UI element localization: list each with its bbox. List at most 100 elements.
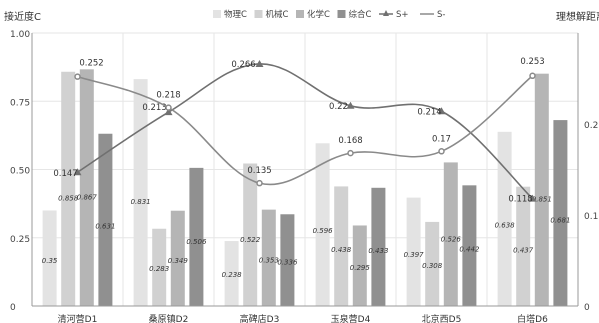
legend-label: 综合C <box>349 9 372 20</box>
line-value-label: 0.22 <box>329 102 348 112</box>
bar-value-label: 0.858 <box>58 195 79 203</box>
bar-value-label: 0.397 <box>404 251 425 259</box>
bar <box>280 214 295 306</box>
bar <box>79 69 94 307</box>
bar <box>534 73 549 306</box>
bar <box>98 133 113 306</box>
bar <box>189 167 204 306</box>
bar <box>516 186 531 306</box>
bar-value-label: 0.596 <box>313 227 334 235</box>
y-right-tick-label: 0 <box>584 303 590 313</box>
legend-label: 机械C <box>266 9 289 20</box>
bar <box>443 162 458 306</box>
bar-value-label: 0.308 <box>422 262 443 270</box>
legend-swatch <box>296 10 304 18</box>
bar <box>425 221 440 306</box>
bar-value-label: 0.506 <box>186 238 207 246</box>
line-value-label: 0.135 <box>247 166 271 176</box>
bar <box>406 197 421 306</box>
x-tick-label: 高碑店D3 <box>240 313 280 323</box>
line-value-label: 0.266 <box>231 60 255 70</box>
bar <box>553 120 568 306</box>
x-tick-label: 桑原镇D2 <box>149 313 189 323</box>
legend-label: S- <box>437 10 445 20</box>
bar-series <box>42 69 568 307</box>
bar-value-label: 0.336 <box>277 259 298 267</box>
line-value-label: 0.118 <box>508 195 532 205</box>
x-tick-label: 北京西D5 <box>422 313 462 323</box>
bar-value-label: 0.851 <box>532 195 552 203</box>
line-series-path <box>77 63 534 200</box>
y-right-axis-label: 理想解距离S <box>556 10 599 23</box>
x-tick-label: 玉泉营D4 <box>331 313 371 323</box>
line-point-circle <box>165 104 172 111</box>
legend: 物理C 机械C 化学C 综合C S+ S- <box>213 9 445 20</box>
y-left-tick-label: 1.00 <box>10 30 30 40</box>
bar <box>42 210 57 306</box>
line-point-triangle <box>255 59 264 67</box>
bar-value-label: 0.353 <box>259 257 279 265</box>
x-tick-label: 清河营D1 <box>58 313 98 323</box>
line-point-triangle <box>528 194 537 202</box>
bar <box>224 241 239 306</box>
grid-lines <box>31 32 579 306</box>
line-point-circle <box>256 179 263 187</box>
line-value-label: 0.253 <box>520 57 544 67</box>
y-right-tick-label: 0.10 <box>584 212 599 222</box>
bar-value-labels: 0.350.8310.2380.5960.3970.6380.8580.2830… <box>42 193 571 278</box>
bar-value-label: 0.522 <box>240 236 261 244</box>
bar <box>497 131 512 306</box>
legend-label: 化学C <box>307 9 330 20</box>
line-value-label: 0.213 <box>142 103 166 113</box>
bar-value-label: 0.438 <box>331 246 352 254</box>
bar <box>243 163 258 306</box>
y-left-tick-label: 0.50 <box>10 167 30 177</box>
bar-value-label: 0.35 <box>42 257 58 265</box>
bar-value-label: 0.283 <box>149 265 169 273</box>
legend-swatch <box>213 10 221 18</box>
line-value-label: 0.214 <box>417 107 441 117</box>
line-point-triangle <box>346 101 355 109</box>
bar-value-label: 0.349 <box>168 257 189 265</box>
bar <box>261 209 276 306</box>
bar <box>315 143 330 306</box>
line-point-triangle <box>437 107 446 115</box>
legend-marker <box>383 10 389 16</box>
bar-value-label: 0.681 <box>550 216 570 224</box>
bar-value-label: 0.442 <box>459 246 480 254</box>
bar <box>133 79 148 307</box>
line-point-circle <box>438 148 445 155</box>
line-series-path <box>77 75 534 186</box>
bar-value-label: 0.631 <box>95 222 115 230</box>
line-value-label: 0.252 <box>79 59 103 69</box>
line-value-label: 0.218 <box>156 91 180 101</box>
x-tick-label: 白塔D6 <box>517 313 548 323</box>
bar <box>371 187 386 306</box>
line-point-triangle <box>164 108 173 116</box>
y-left-tick-label: 0 <box>10 303 16 313</box>
bar-value-label: 0.433 <box>368 247 388 255</box>
axes: 0 0.25 0.50 0.75 1.00 0 0.10 0.20 清河营D1 桑原镇D2 高碑店D… <box>10 30 599 323</box>
bar-value-label: 0.238 <box>222 271 243 279</box>
line-value-label: 0.147 <box>53 169 77 179</box>
legend-label: S+ <box>396 10 409 20</box>
bar <box>352 225 367 306</box>
bar-value-label: 0.831 <box>131 198 151 206</box>
y-left-tick-label: 0.75 <box>10 98 30 108</box>
bar <box>462 185 477 306</box>
line-point-circle <box>74 73 81 80</box>
y-right-tick-label: 0.20 <box>584 121 599 131</box>
y-left-tick-label: 0.25 <box>10 235 30 245</box>
legend-swatch <box>337 10 346 18</box>
y-left-axis-label: 接近度C <box>4 10 41 23</box>
legend-swatch <box>254 10 263 18</box>
bar <box>170 210 185 306</box>
bar-value-label: 0.437 <box>513 246 534 254</box>
line-point-circle <box>529 72 536 80</box>
line-point-triangle <box>73 168 82 176</box>
bar <box>334 186 349 306</box>
bar <box>61 71 76 307</box>
bar-value-label: 0.638 <box>495 222 516 230</box>
bar-value-label: 0.526 <box>441 235 462 243</box>
